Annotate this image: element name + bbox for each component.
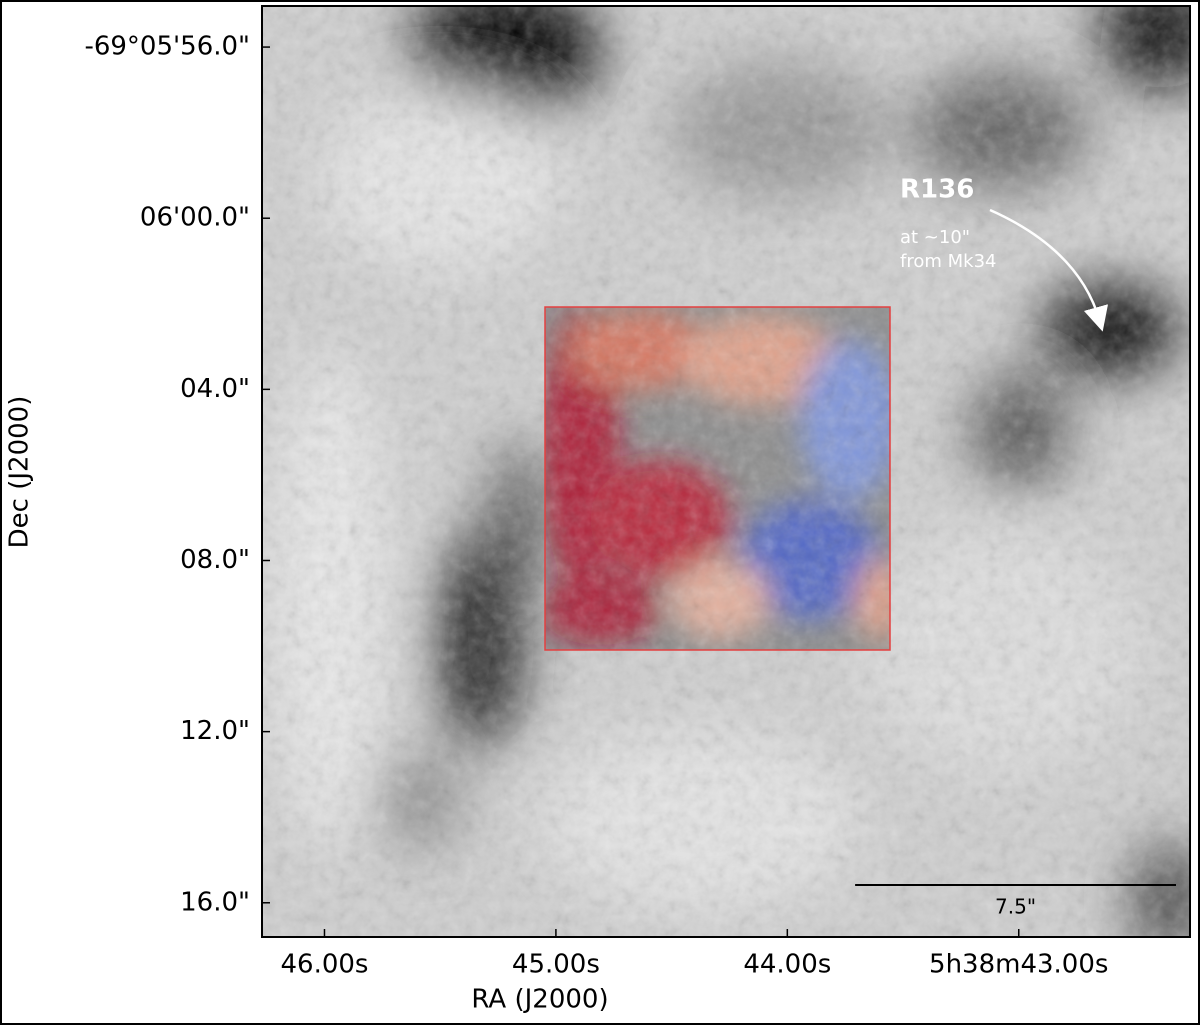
y-tick-label: -69°05'56.0"	[84, 32, 250, 62]
y-axis-label: Dec (J2000)	[5, 396, 35, 549]
y-tick-label: 06'00.0"	[140, 203, 250, 233]
scale-bar-label: 7.5"	[995, 895, 1036, 919]
x-tick-label: 44.00s	[743, 950, 831, 980]
axes-frame	[261, 5, 1191, 938]
arrow	[989, 208, 1109, 332]
y-tick-label: 08.0"	[180, 545, 250, 575]
y-tick-label: 12.0"	[180, 716, 250, 746]
y-tick-label: 16.0"	[180, 887, 250, 917]
field-box	[544, 306, 891, 651]
x-tick-label: 46.00s	[280, 950, 368, 980]
x-axis-label: RA (J2000)	[471, 985, 608, 1015]
y-tick-label: 04.0"	[180, 374, 250, 404]
x-tick-label: 5h38m43.00s	[929, 950, 1108, 980]
x-tick-label: 45.00s	[512, 950, 600, 980]
annotation: R136	[900, 175, 974, 205]
annotation: from Mk34	[900, 251, 996, 272]
annotation: at ~10"	[900, 227, 970, 248]
contour-overlay	[545, 307, 890, 650]
sky-image	[262, 6, 1190, 937]
